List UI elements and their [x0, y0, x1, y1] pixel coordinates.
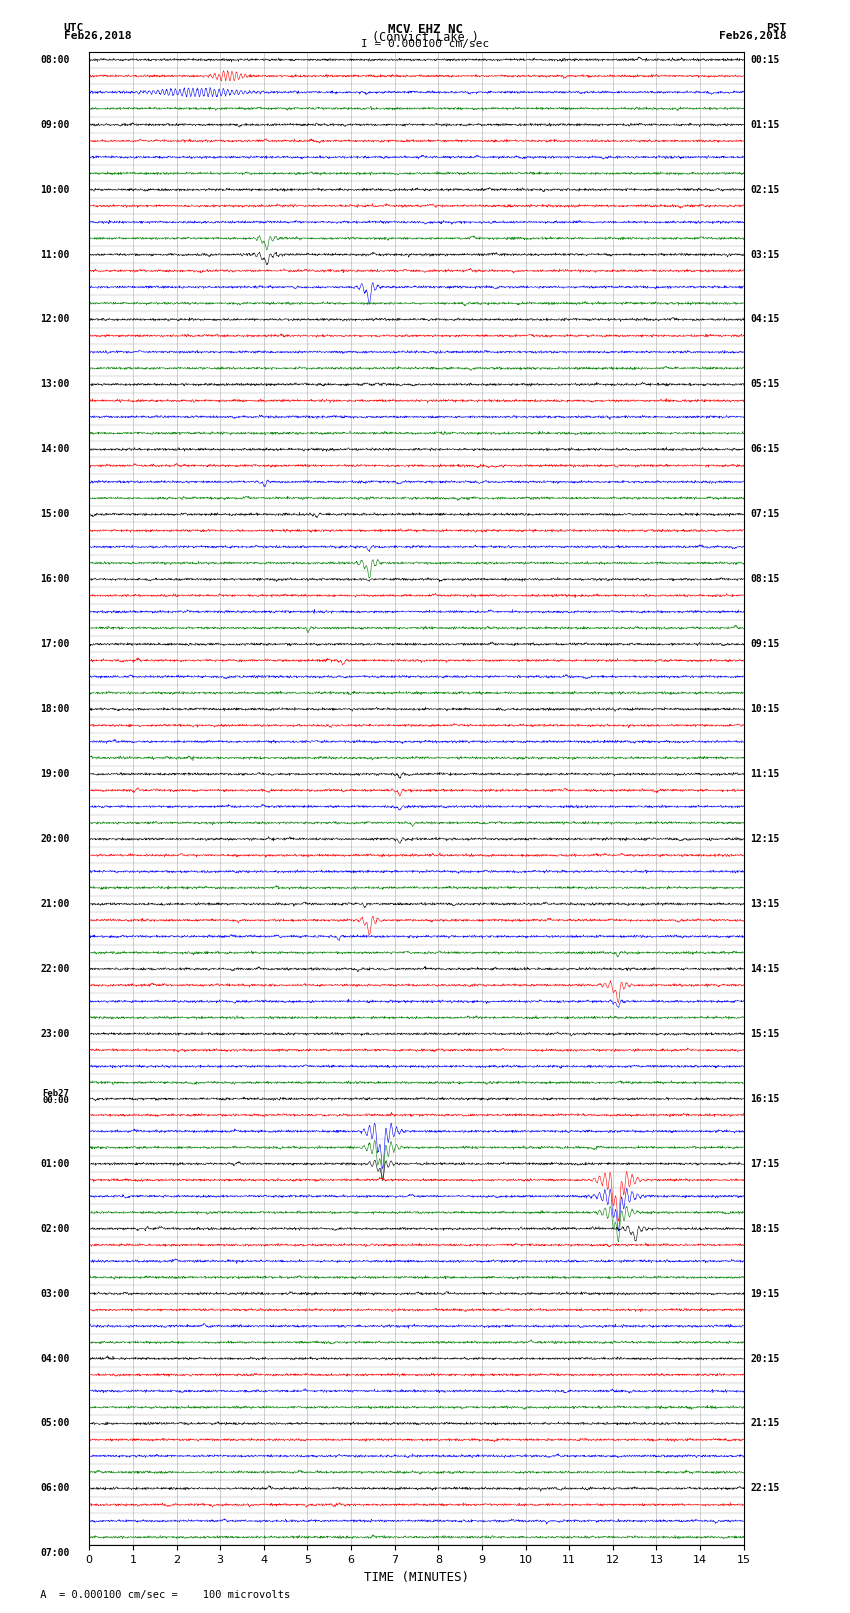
Text: 20:15: 20:15: [751, 1353, 779, 1363]
Text: 11:15: 11:15: [751, 769, 779, 779]
X-axis label: TIME (MINUTES): TIME (MINUTES): [364, 1571, 469, 1584]
Text: Feb26,2018: Feb26,2018: [64, 31, 131, 42]
Text: 12:00: 12:00: [40, 315, 70, 324]
Text: 14:00: 14:00: [40, 444, 70, 455]
Text: 20:00: 20:00: [40, 834, 70, 844]
Text: 08:00: 08:00: [40, 55, 70, 65]
Text: 09:00: 09:00: [40, 119, 70, 129]
Text: 18:15: 18:15: [751, 1224, 779, 1234]
Text: 06:15: 06:15: [751, 444, 779, 455]
Text: I = 0.000100 cm/sec: I = 0.000100 cm/sec: [361, 39, 489, 48]
Text: 06:00: 06:00: [40, 1484, 70, 1494]
Text: 02:15: 02:15: [751, 184, 779, 195]
Text: Feb26,2018: Feb26,2018: [719, 31, 786, 42]
Text: 16:15: 16:15: [751, 1094, 779, 1103]
Text: 02:00: 02:00: [40, 1224, 70, 1234]
Text: 22:00: 22:00: [40, 965, 70, 974]
Text: 14:15: 14:15: [751, 965, 779, 974]
Text: 01:15: 01:15: [751, 119, 779, 129]
Text: 00:00: 00:00: [42, 1095, 70, 1105]
Text: 15:00: 15:00: [40, 510, 70, 519]
Text: 13:00: 13:00: [40, 379, 70, 389]
Text: 11:00: 11:00: [40, 250, 70, 260]
Text: A  = 0.000100 cm/sec =    100 microvolts: A = 0.000100 cm/sec = 100 microvolts: [34, 1590, 290, 1600]
Text: 22:15: 22:15: [751, 1484, 779, 1494]
Text: 09:15: 09:15: [751, 639, 779, 648]
Text: 16:00: 16:00: [40, 574, 70, 584]
Text: 05:15: 05:15: [751, 379, 779, 389]
Text: 13:15: 13:15: [751, 898, 779, 910]
Text: 05:00: 05:00: [40, 1418, 70, 1429]
Text: 12:15: 12:15: [751, 834, 779, 844]
Text: 19:15: 19:15: [751, 1289, 779, 1298]
Text: 10:15: 10:15: [751, 705, 779, 715]
Text: 17:15: 17:15: [751, 1158, 779, 1169]
Text: Feb27: Feb27: [42, 1089, 70, 1098]
Text: UTC: UTC: [64, 24, 84, 34]
Text: 10:00: 10:00: [40, 184, 70, 195]
Text: 18:00: 18:00: [40, 705, 70, 715]
Text: 04:15: 04:15: [751, 315, 779, 324]
Text: 03:00: 03:00: [40, 1289, 70, 1298]
Text: 00:15: 00:15: [751, 55, 779, 65]
Text: 01:00: 01:00: [40, 1158, 70, 1169]
Text: 19:00: 19:00: [40, 769, 70, 779]
Text: 04:00: 04:00: [40, 1353, 70, 1363]
Text: 07:00: 07:00: [40, 1548, 70, 1558]
Text: 07:15: 07:15: [751, 510, 779, 519]
Text: 08:15: 08:15: [751, 574, 779, 584]
Text: 21:00: 21:00: [40, 898, 70, 910]
Text: 17:00: 17:00: [40, 639, 70, 648]
Text: PST: PST: [766, 24, 786, 34]
Text: 23:00: 23:00: [40, 1029, 70, 1039]
Text: 03:15: 03:15: [751, 250, 779, 260]
Text: (Convict Lake ): (Convict Lake ): [371, 31, 479, 45]
Text: MCV EHZ NC: MCV EHZ NC: [388, 24, 462, 37]
Text: 21:15: 21:15: [751, 1418, 779, 1429]
Text: 15:15: 15:15: [751, 1029, 779, 1039]
